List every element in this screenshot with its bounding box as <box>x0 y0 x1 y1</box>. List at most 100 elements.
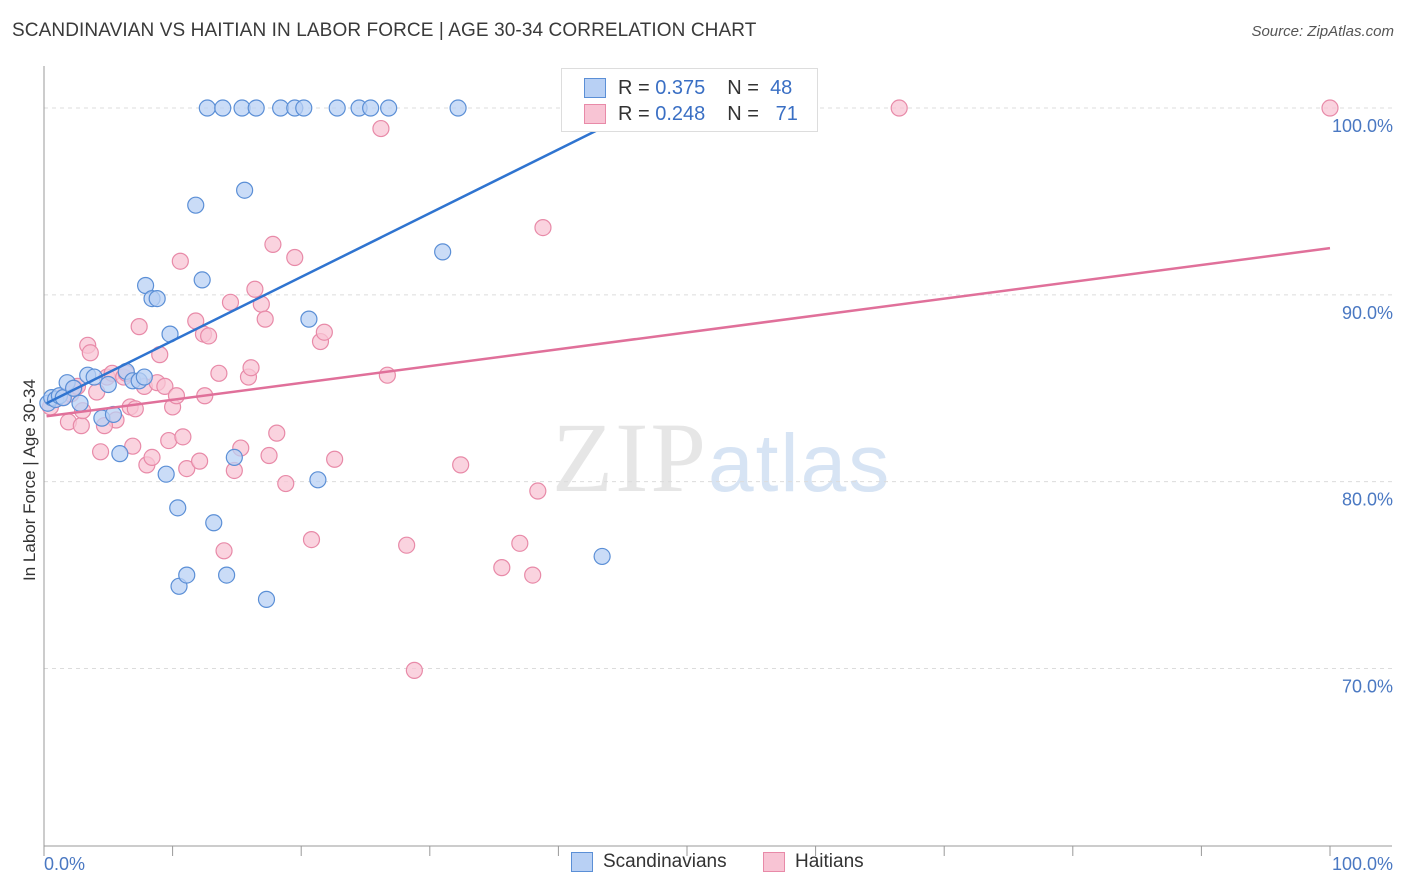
scandinavian-point <box>257 590 276 608</box>
haitian-point <box>398 536 416 554</box>
watermark: ZIPatlas <box>552 400 891 515</box>
haitian-point <box>191 452 209 470</box>
scandinavian-point <box>434 243 452 261</box>
haitian-point <box>171 252 189 270</box>
scandinavian-point <box>593 547 611 566</box>
haitian-point <box>511 534 529 552</box>
scandinavian-point <box>193 271 211 289</box>
haitian-point <box>210 364 228 382</box>
scandinavian-point <box>187 196 205 214</box>
scandinavian-point <box>225 448 243 466</box>
scandinavian-point <box>247 99 265 117</box>
y-tick-label: 70.0% <box>1342 677 1393 697</box>
haitian-point <box>156 377 174 395</box>
haitian-point <box>405 661 423 679</box>
scandinavian-point <box>198 99 216 117</box>
haitian-point <box>529 482 547 500</box>
legend-n-value: 71 <box>775 102 798 125</box>
haitian-point <box>524 566 542 584</box>
haitian-point <box>246 280 264 298</box>
haitian-point <box>493 559 511 577</box>
scandinavian-point <box>449 99 467 117</box>
haitian-point <box>268 424 286 442</box>
haitian-point <box>534 218 552 237</box>
scandinavian-point <box>218 566 236 584</box>
x-tick-label-min: 0.0% <box>44 854 85 874</box>
legend-r-value: 0.375 <box>655 76 706 99</box>
haitian-point <box>160 431 178 450</box>
haitian-point <box>81 344 99 362</box>
legend-swatch-blue <box>584 78 606 98</box>
haitian-point <box>1321 99 1339 117</box>
haitian-point <box>378 366 396 384</box>
haitian-point <box>372 119 390 138</box>
haitians-trend-line <box>46 246 1331 418</box>
haitian-point <box>286 248 304 267</box>
bottom-legend-haitians: Haitians <box>763 851 864 873</box>
legend-r-value: 0.248 <box>655 102 706 125</box>
scandinavian-point <box>157 465 175 483</box>
scandinavian-point <box>380 99 398 117</box>
haitian-point <box>326 450 344 468</box>
bottom-legend-label: Haitians <box>795 851 864 872</box>
legend-r-label: R = <box>618 76 650 99</box>
scandinavian-point <box>362 99 380 117</box>
scandinavian-point <box>205 514 223 532</box>
scandinavian-point <box>214 99 232 117</box>
haitian-point <box>302 530 321 549</box>
scandinavians-trend-line <box>46 106 643 405</box>
haitian-point <box>215 542 233 560</box>
bottom-legend-label: Scandinavians <box>603 851 727 872</box>
haitian-point <box>264 235 282 254</box>
haitian-point <box>200 327 218 345</box>
scandinavian-point <box>295 99 313 117</box>
haitian-point <box>221 293 240 311</box>
haitian-point <box>242 359 260 377</box>
haitian-point <box>167 387 186 405</box>
legend-n-label: N = <box>727 76 759 99</box>
haitian-point <box>890 99 908 117</box>
scandinavian-point <box>169 499 187 517</box>
haitian-point <box>256 310 274 328</box>
y-tick-label: 90.0% <box>1342 303 1393 323</box>
haitian-point <box>315 323 333 341</box>
haitian-point <box>91 443 110 461</box>
haitian-point <box>452 456 470 474</box>
axes <box>43 66 1392 856</box>
scandinavian-point <box>300 310 318 328</box>
scandinavian-point <box>178 566 196 584</box>
haitian-point <box>174 428 192 446</box>
bottom-swatch-blue <box>571 852 593 872</box>
source-credit: Source: ZipAtlas.com <box>1251 23 1394 40</box>
y-tick-label: 100.0% <box>1332 116 1393 136</box>
bottom-legend-scandinavians: Scandinavians <box>571 851 727 873</box>
trend-lines <box>46 88 1331 418</box>
haitian-point <box>124 437 142 455</box>
scandinavian-point <box>99 375 117 394</box>
haitian-point <box>143 448 161 466</box>
bottom-swatch-pink <box>763 852 785 872</box>
scandinavian-point <box>148 289 166 308</box>
scandinavian-point <box>135 368 153 386</box>
scandinavian-point <box>111 445 129 463</box>
legend-n-label: N = <box>727 102 759 125</box>
y-tick-label: 80.0% <box>1342 490 1393 510</box>
haitian-point <box>178 460 196 478</box>
legend-row-scandinavians: R = 0.375 N = 48 <box>584 75 792 101</box>
haitian-point <box>72 417 90 435</box>
x-tick-label-max: 100.0% <box>1332 854 1393 874</box>
legend-r-label: R = <box>618 102 650 125</box>
watermark-atlas: atlas <box>708 418 892 509</box>
legend-swatch-pink <box>584 104 606 124</box>
watermark-zip: ZIP <box>552 402 708 513</box>
correlation-legend: R = 0.375 N = 48 R = 0.248 N = 71 <box>561 68 818 132</box>
scandinavian-point <box>71 394 89 412</box>
haitian-point <box>130 318 148 336</box>
scandinavian-point <box>236 181 254 199</box>
haitian-point <box>277 474 295 493</box>
chart-title: SCANDINAVIAN VS HAITIAN IN LABOR FORCE |… <box>12 20 757 41</box>
tick-labels: 70.0% 80.0% 90.0% 100.0% 0.0% 100.0% <box>44 116 1393 874</box>
scandinavian-point <box>309 471 327 489</box>
legend-row-haitians: R = 0.248 N = 71 <box>584 101 798 127</box>
